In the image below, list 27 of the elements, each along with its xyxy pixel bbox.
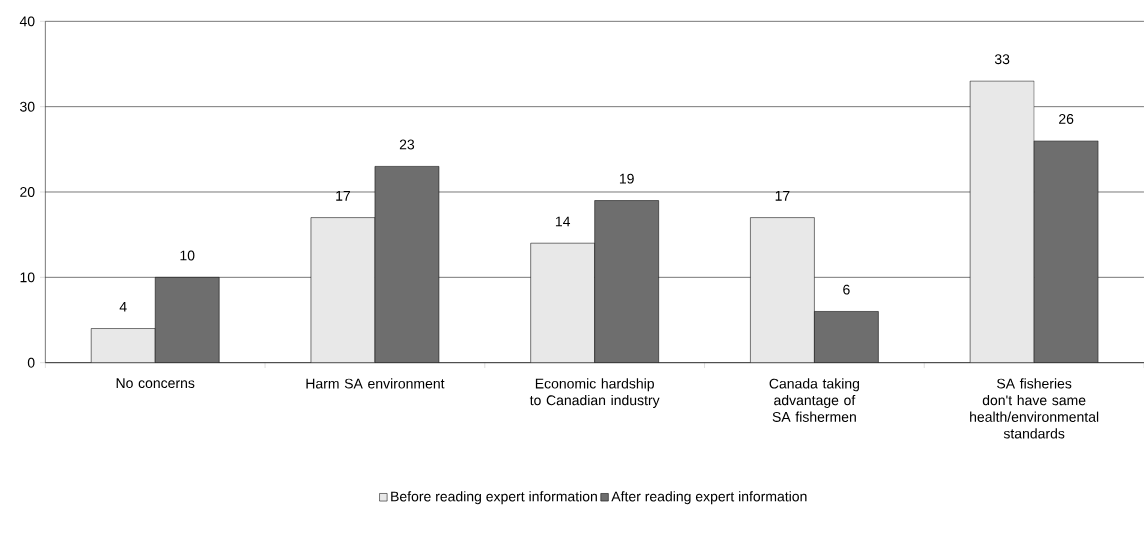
data-label: 17 [775, 190, 790, 201]
data-label: 33 [994, 54, 1010, 64]
y-tick-label: 20 [20, 186, 35, 197]
x-tick-label: Harm SA environment [306, 378, 445, 389]
y-tick-label: 0 [27, 357, 35, 368]
bar [310, 217, 376, 363]
data-label: 4 [119, 301, 127, 312]
data-label: 6 [843, 284, 850, 295]
data-label: 17 [336, 190, 351, 201]
bar [530, 242, 595, 363]
data-label: 23 [399, 139, 415, 150]
bar [969, 80, 1035, 363]
data-label: 14 [555, 216, 571, 227]
legend-label: After reading expert information [611, 490, 807, 505]
bar [750, 217, 815, 363]
x-tick-label: Economic hardship to Canadian industry [529, 378, 660, 408]
x-tick-label: No concerns [116, 378, 195, 388]
x-tick-label: Canada taking advantage of SA fishermen [769, 378, 860, 422]
bar [90, 328, 156, 363]
x-tick-label: SA fisheries don't have same health/environmental standards [970, 378, 1099, 439]
y-tick-label: 40 [19, 16, 35, 27]
legend-label: Before reading expert information [391, 490, 597, 505]
data-label: 10 [180, 250, 195, 261]
data-label: 26 [1059, 113, 1074, 124]
y-tick-label: 30 [20, 101, 35, 112]
data-label: 19 [619, 173, 634, 184]
y-tick-label: 10 [20, 272, 35, 283]
